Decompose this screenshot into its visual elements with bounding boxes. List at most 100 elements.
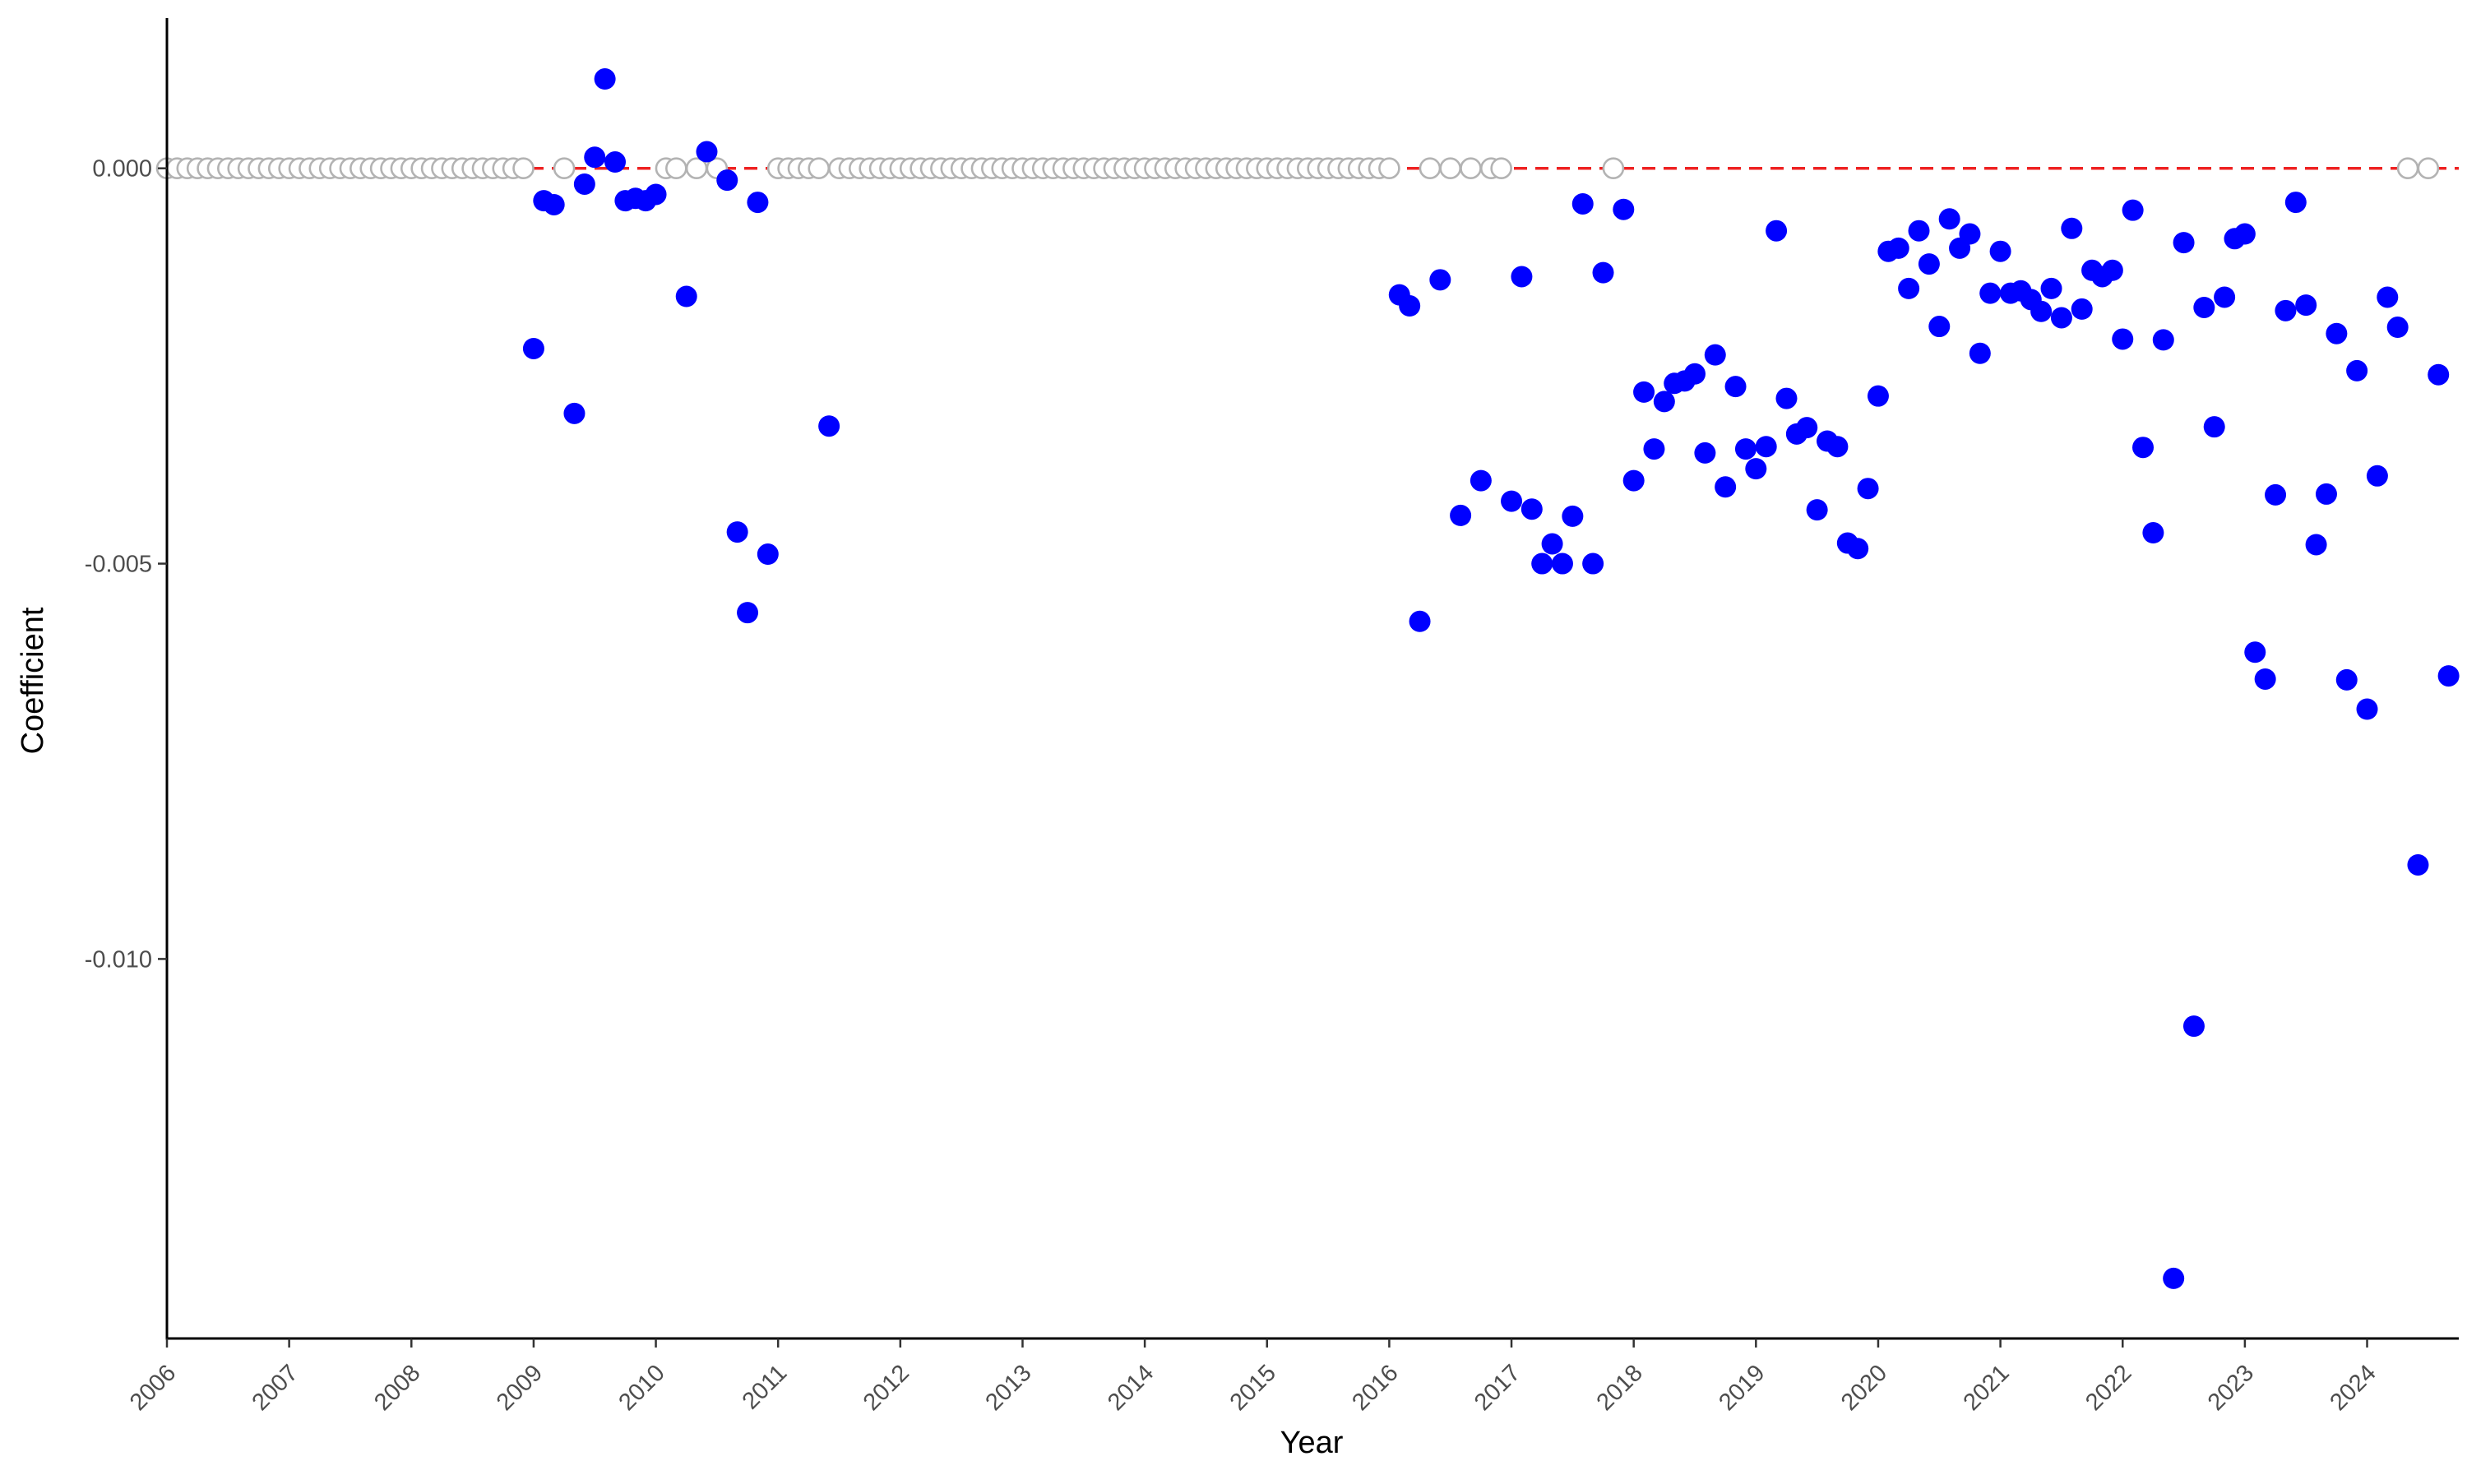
data-point — [2335, 668, 2358, 691]
data-point — [737, 602, 759, 624]
data-point — [1470, 469, 1492, 492]
data-point — [2112, 328, 2134, 350]
x-tick-label: 2014 — [1103, 1360, 1159, 1416]
x-tick-label: 2023 — [2203, 1360, 2259, 1416]
data-point-hollow — [1439, 157, 1462, 180]
data-point — [1562, 505, 1584, 527]
data-point — [696, 141, 718, 163]
x-tick-label: 2015 — [1225, 1360, 1281, 1416]
data-point — [2163, 1267, 2185, 1289]
data-point — [2275, 299, 2297, 321]
data-point — [2122, 199, 2144, 221]
data-point-hollow — [665, 157, 687, 180]
data-point — [1989, 240, 2011, 262]
data-point — [757, 543, 779, 566]
data-point — [1908, 220, 1930, 242]
data-point — [1806, 499, 1828, 521]
data-point — [1724, 376, 1747, 398]
data-point — [1592, 261, 1614, 284]
data-point-hollow — [1490, 157, 1512, 180]
data-point — [818, 415, 840, 437]
data-point — [2284, 192, 2307, 214]
data-point — [2377, 286, 2399, 308]
data-point — [1979, 282, 2002, 304]
data-point — [2305, 534, 2327, 556]
y-tick-label: -0.005 — [85, 552, 152, 578]
data-point — [2152, 329, 2174, 351]
data-point — [1694, 442, 1716, 464]
data-point — [1450, 504, 1472, 526]
y-axis-title: Coefficient — [16, 607, 50, 754]
x-tick-label: 2020 — [1836, 1360, 1892, 1416]
data-point — [584, 146, 606, 169]
x-tick-label: 2021 — [1959, 1360, 2015, 1416]
data-point — [1582, 552, 1604, 575]
data-point — [2233, 223, 2256, 245]
data-point — [1653, 391, 1675, 413]
data-point — [2173, 232, 2195, 254]
x-tick-label: 2022 — [2081, 1360, 2136, 1416]
data-point — [2030, 300, 2053, 322]
data-point — [2407, 853, 2429, 876]
data-point — [1511, 266, 1533, 288]
data-point — [2050, 307, 2072, 329]
data-point — [573, 173, 595, 195]
data-point — [594, 68, 616, 90]
data-point — [2203, 416, 2225, 438]
data-point — [1959, 223, 1981, 245]
data-point — [1755, 436, 1777, 458]
data-point — [1918, 253, 1940, 275]
x-axis-title: Year — [1280, 1426, 1344, 1460]
data-point-hollow — [2396, 157, 2419, 180]
data-point — [675, 285, 697, 307]
data-point — [645, 183, 667, 206]
data-point — [716, 169, 738, 192]
x-tick-label: 2013 — [980, 1360, 1036, 1416]
y-tick-label: -0.010 — [85, 946, 152, 973]
data-point — [563, 402, 586, 424]
x-tick-label: 2016 — [1347, 1360, 1403, 1416]
data-point — [1847, 538, 1869, 560]
data-point — [2254, 668, 2276, 690]
x-tick-label: 2008 — [369, 1360, 425, 1416]
data-point — [2142, 522, 2164, 544]
data-point — [2437, 665, 2460, 687]
data-point — [1571, 192, 1594, 215]
data-point — [2366, 465, 2388, 487]
data-point — [1969, 342, 1991, 364]
data-point — [2214, 286, 2236, 308]
data-point — [1766, 220, 1788, 242]
x-tick-label: 2017 — [1470, 1360, 1525, 1416]
data-point — [1520, 498, 1543, 520]
data-point — [1704, 344, 1726, 366]
data-point-hollow — [808, 157, 831, 180]
data-point — [1745, 458, 1767, 480]
data-point — [2071, 298, 2093, 320]
data-point — [1775, 387, 1798, 409]
data-point — [1643, 438, 1665, 460]
data-point — [2326, 322, 2348, 344]
data-point — [2101, 259, 2123, 281]
data-point — [1613, 198, 1635, 220]
x-tick-label: 2018 — [1592, 1360, 1648, 1416]
data-point — [2040, 277, 2062, 299]
data-point — [1399, 295, 1421, 317]
data-point — [2428, 363, 2450, 386]
x-tick-label: 2009 — [492, 1360, 548, 1416]
data-point — [1857, 478, 1879, 500]
x-tick-label: 2006 — [125, 1360, 181, 1416]
data-point — [2346, 359, 2368, 381]
data-point-hollow — [1602, 157, 1625, 180]
data-point — [1501, 490, 1523, 512]
data-point — [1409, 610, 1431, 632]
data-point-hollow — [553, 157, 576, 180]
x-tick-label: 2007 — [248, 1360, 303, 1416]
data-point — [1541, 533, 1563, 555]
x-tick-label: 2024 — [2325, 1360, 2381, 1416]
data-point — [1633, 381, 1655, 403]
data-point — [1796, 417, 1818, 439]
x-tick-label: 2011 — [738, 1360, 793, 1415]
data-point — [2244, 641, 2266, 663]
